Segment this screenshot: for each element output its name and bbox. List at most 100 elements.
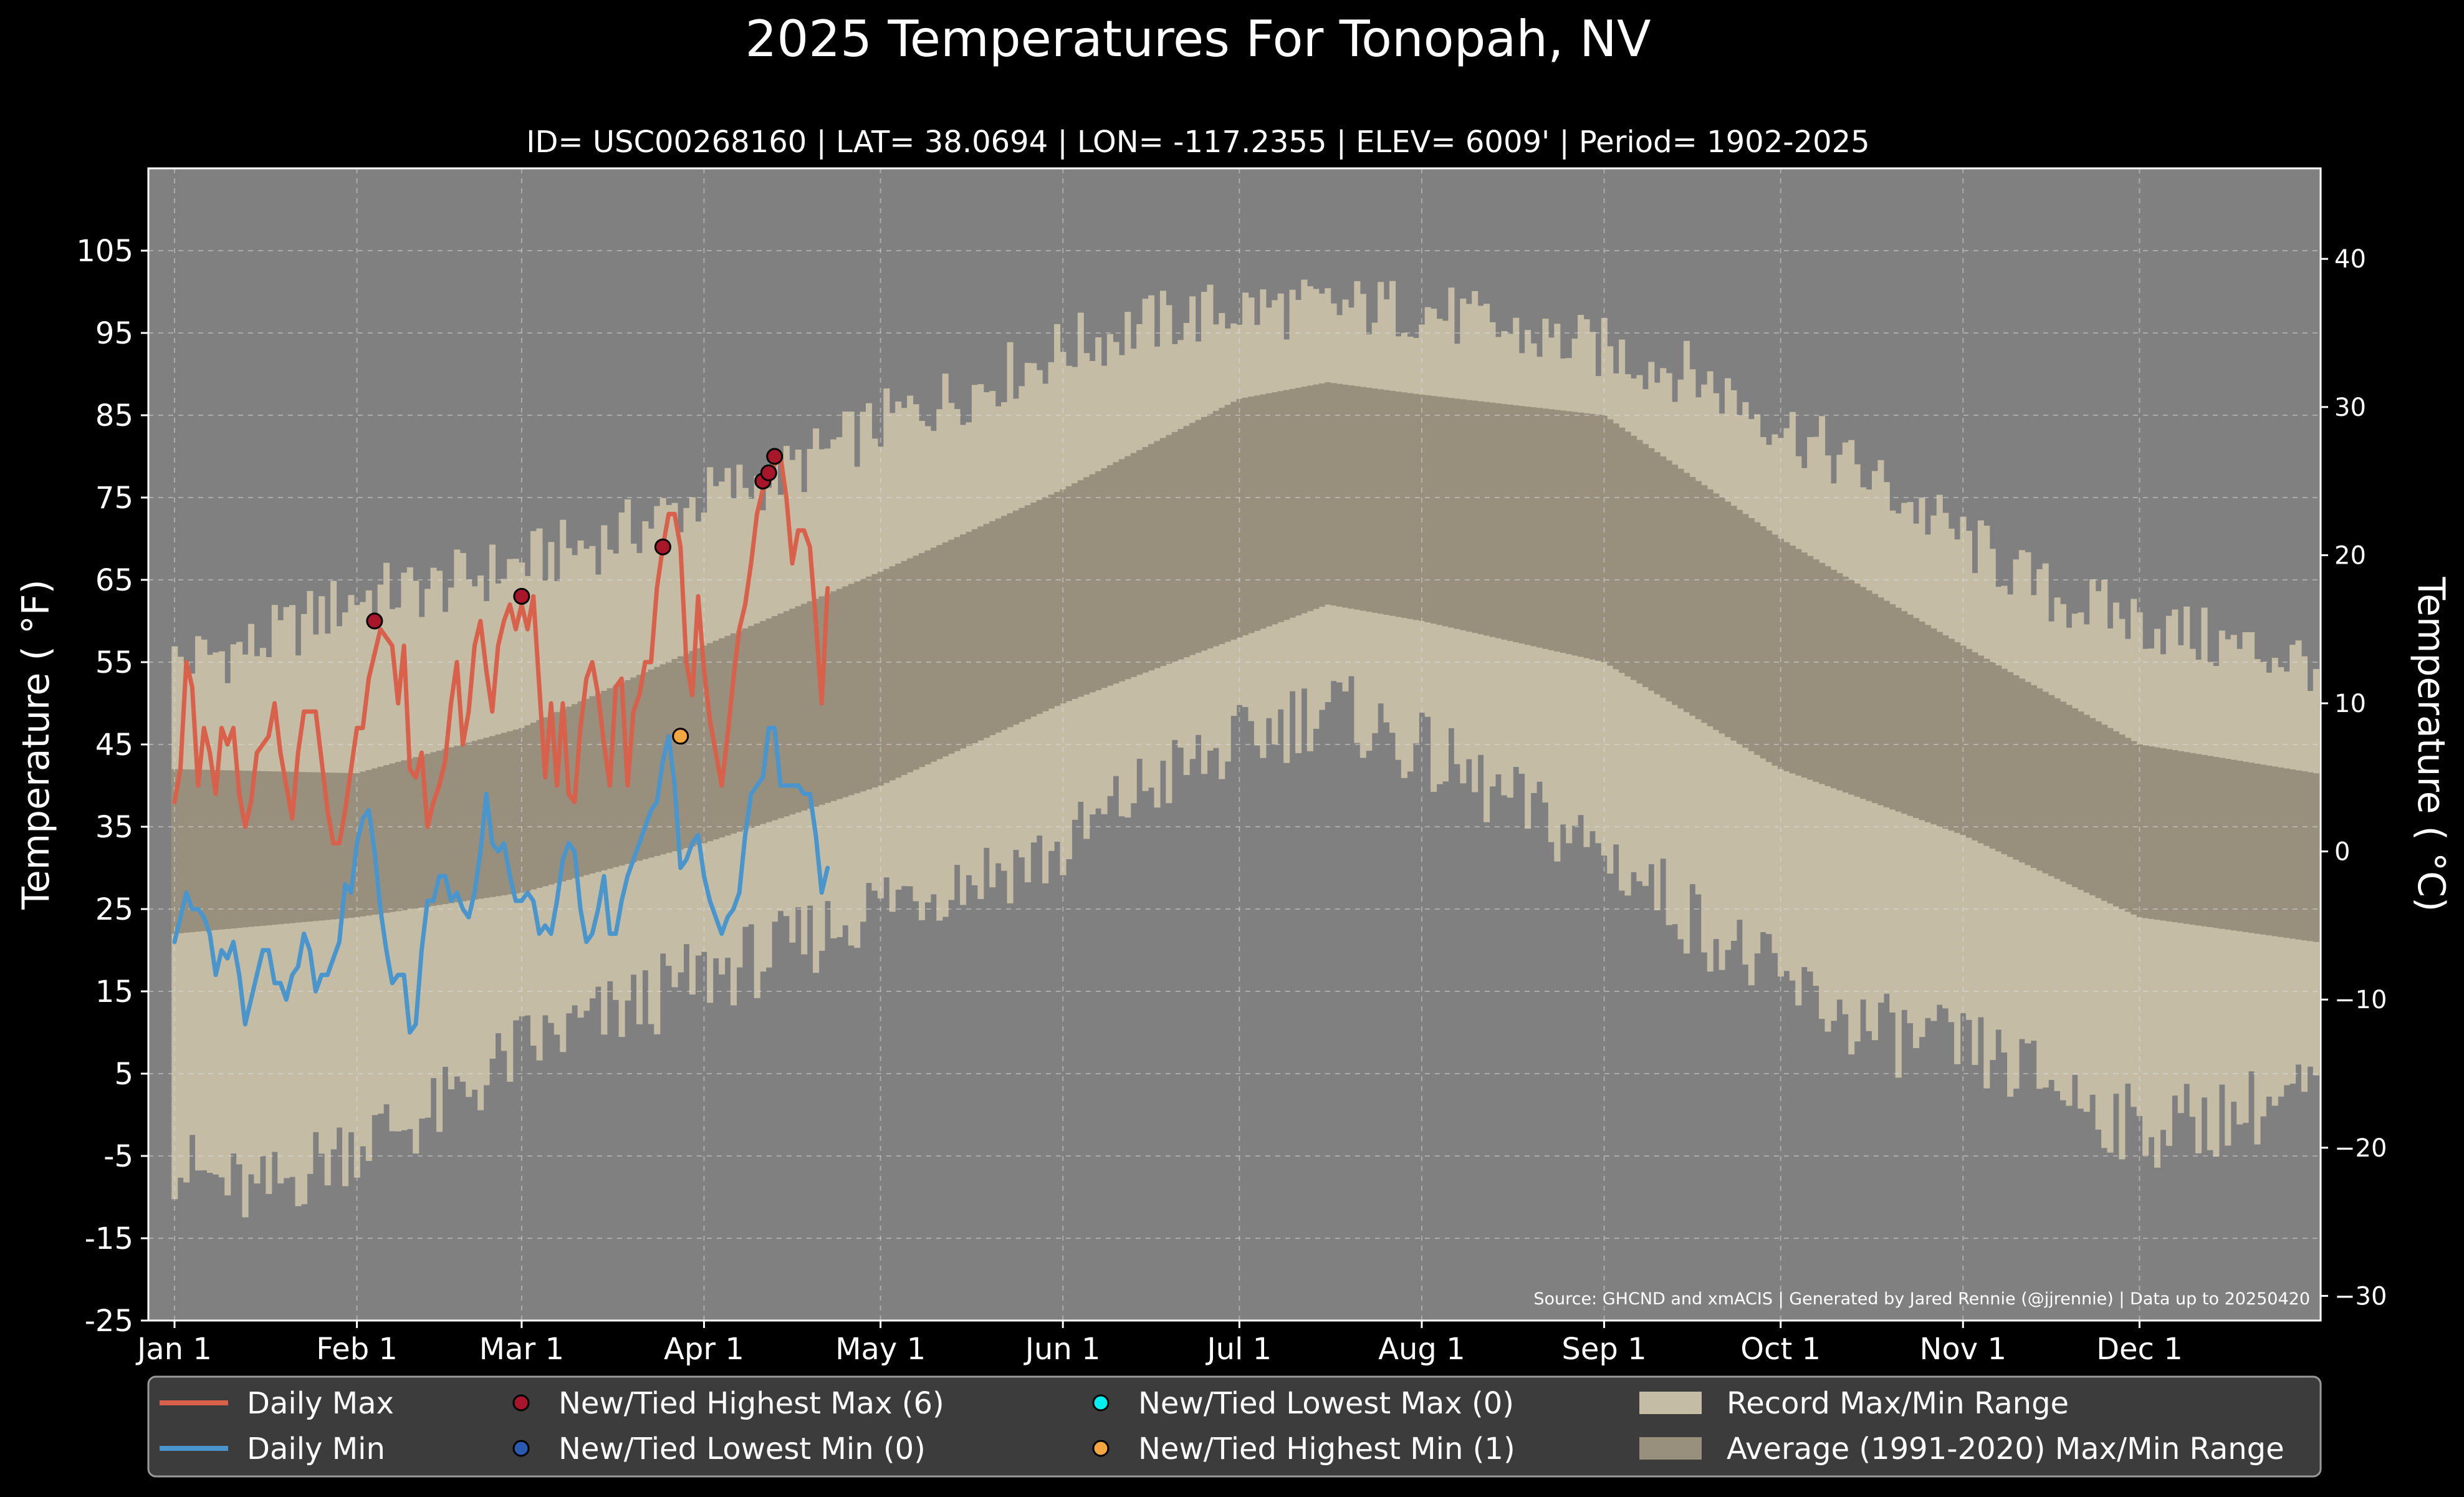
legend-label-6: Record Max/Min Range [1727, 1386, 2069, 1421]
avg-bar-day-338 [2154, 747, 2161, 920]
event-marker-0-0 [366, 612, 383, 630]
avg-bar-day-187 [1265, 393, 1272, 627]
avg-bar-day-324 [2071, 708, 2078, 887]
avg-bar-day-94 [719, 638, 726, 838]
avg-bar-day-265 [1725, 501, 1732, 738]
avg-bar-day-71 [583, 698, 590, 875]
avg-bar-day-245 [1607, 419, 1614, 666]
avg-bar-day-156 [1083, 477, 1090, 695]
avg-bar-day-350 [2225, 759, 2232, 930]
avg-bar-day-323 [2066, 705, 2073, 885]
y-right-tick-label--30: −30 [2334, 1282, 2387, 1311]
avg-bar-day-66 [554, 712, 560, 883]
avg-bar-day-219 [1454, 398, 1460, 629]
avg-bar-day-85 [666, 662, 673, 853]
avg-bar-day-154 [1071, 483, 1078, 699]
avg-bar-day-281 [1819, 562, 1826, 784]
avg-bar-day-360 [2283, 768, 2290, 938]
avg-bar-day-29 [336, 773, 343, 919]
avg-bar-day-225 [1489, 402, 1496, 637]
right-y-axis: −30 −20 −10 0 10 20 30 40 [2321, 245, 2387, 1311]
event-marker-0-4 [760, 464, 777, 481]
avg-bar-day-183 [1242, 397, 1249, 635]
avg-bar-day-249 [1630, 436, 1637, 680]
y-tick-label-5: 5 [114, 1057, 133, 1092]
avg-bar-day-364 [2307, 772, 2314, 941]
avg-bar-day-210 [1401, 392, 1407, 619]
avg-bar-day-141 [995, 518, 1002, 733]
avg-bar-day-74 [601, 690, 608, 870]
avg-bar-day-145 [1019, 508, 1025, 722]
legend-label-4: New/Tied Lowest Max (0) [1138, 1386, 1514, 1421]
avg-bar-day-168 [1154, 441, 1161, 668]
record-bar-day-10 [224, 683, 231, 1196]
avg-bar-day-262 [1707, 489, 1714, 726]
avg-bar-day-302 [1942, 635, 1949, 829]
avg-bar-day-119 [866, 576, 873, 790]
avg-bar-day-318 [2036, 688, 2043, 871]
avg-bar-day-270 [1754, 522, 1761, 755]
avg-bar-day-328 [2095, 721, 2102, 898]
avg-bar-day-349 [2218, 758, 2225, 929]
avg-bar-day-260 [1695, 481, 1702, 720]
avg-bar-day-282 [1824, 566, 1831, 786]
y-right-tick-label--10: −10 [2334, 986, 2387, 1014]
source-note: Source: GHCND and xmACIS | Generated by … [1533, 1289, 2310, 1309]
avg-bar-day-100 [754, 623, 760, 826]
avg-bar-day-212 [1412, 393, 1419, 620]
avg-bar-day-2 [177, 769, 184, 933]
avg-bar-day-258 [1683, 473, 1690, 713]
avg-bar-day-304 [1954, 642, 1961, 833]
avg-bar-day-4 [189, 769, 196, 933]
avg-bar-day-322 [2059, 701, 2067, 882]
avg-bar-day-201 [1348, 385, 1354, 609]
avg-bar-day-243 [1595, 414, 1602, 661]
avg-bar-day-297 [1913, 618, 1920, 818]
avg-bar-day-231 [1525, 407, 1532, 645]
avg-bar-day-16 [259, 771, 266, 926]
avg-bar-day-174 [1189, 423, 1196, 655]
avg-bar-day-77 [618, 683, 625, 866]
y-tick-label-85: 85 [95, 398, 133, 433]
x-tick-label-10: Nov 1 [1920, 1332, 2006, 1367]
avg-bar-day-285 [1842, 576, 1849, 793]
avg-bar-day-357 [2266, 765, 2273, 936]
avg-bar-day-144 [1012, 510, 1020, 725]
avg-bar-day-278 [1801, 552, 1808, 778]
avg-bar-day-24 [307, 772, 314, 922]
avg-bar-day-148 [1036, 499, 1043, 715]
y-right-tick-label-10: 10 [2334, 690, 2366, 718]
avg-bar-day-170 [1166, 435, 1172, 664]
avg-bar-day-90 [695, 648, 702, 845]
avg-bar-day-20 [283, 771, 290, 924]
avg-bar-day-44 [424, 754, 431, 907]
avg-bar-day-31 [348, 773, 355, 918]
avg-bar-day-237 [1560, 410, 1566, 653]
avg-bar-day-53 [477, 739, 484, 899]
avg-bar-day-28 [330, 773, 337, 920]
x-tick-label-5: Jun 1 [1023, 1332, 1101, 1367]
avg-bar-day-207 [1383, 390, 1390, 615]
avg-bar-day-298 [1919, 621, 1925, 821]
avg-bar-day-195 [1313, 384, 1320, 609]
y-tick-label-75: 75 [95, 481, 133, 516]
legend-label-2: New/Tied Highest Max (6) [558, 1386, 944, 1421]
avg-bar-day-176 [1201, 416, 1208, 651]
avg-bar-day-224 [1484, 402, 1490, 636]
avg-bar-day-217 [1442, 397, 1449, 627]
avg-bar-day-158 [1095, 471, 1102, 690]
avg-bar-day-58 [507, 731, 514, 895]
avg-bar-day-123 [889, 566, 896, 781]
avg-bar-day-202 [1354, 386, 1361, 610]
event-marker-3-0 [672, 728, 689, 745]
avg-bar-day-314 [2013, 675, 2020, 860]
avg-bar-day-234 [1542, 408, 1549, 649]
avg-bar-day-365 [2313, 773, 2319, 942]
avg-bar-day-236 [1554, 410, 1561, 652]
legend-swatch-7 [1639, 1437, 1702, 1460]
avg-bar-day-186 [1260, 394, 1267, 629]
avg-bar-day-88 [683, 653, 690, 849]
avg-bar-day-131 [936, 545, 943, 759]
avg-bar-day-7 [206, 769, 213, 931]
